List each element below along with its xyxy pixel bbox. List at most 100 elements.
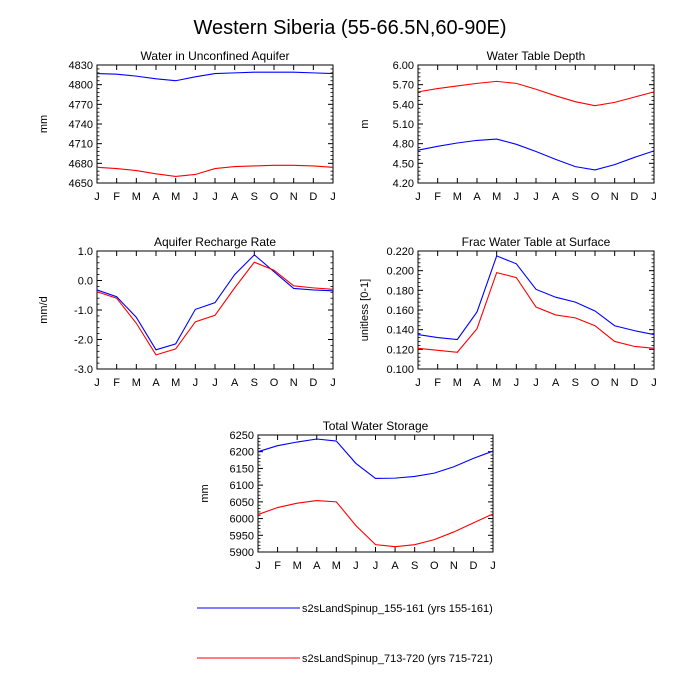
- x-tick-label: D: [630, 377, 638, 389]
- x-tick-label: N: [450, 560, 458, 572]
- x-tick-label: N: [611, 377, 619, 389]
- x-tick-label: F: [113, 191, 120, 203]
- x-tick-label: O: [430, 560, 439, 572]
- panel-title: Water Table Depth: [487, 49, 586, 63]
- panel-frac-water-table-surface: Frac Water Table at Surface 0.100 0.120 0.1…: [359, 235, 657, 389]
- series-line-blue: [417, 255, 655, 341]
- x-tick-label: M: [132, 191, 141, 203]
- x-tick-label: J: [651, 377, 657, 389]
- x-tick-label: S: [572, 191, 579, 203]
- x-tick-label: A: [391, 560, 399, 572]
- x-tick-label: M: [171, 191, 180, 203]
- y-tick-label: -1.0: [74, 305, 93, 317]
- x-tick-label: A: [231, 377, 239, 389]
- x-tick-label: M: [171, 377, 180, 389]
- y-tick-label: 0.220: [386, 246, 414, 258]
- x-tick-label: M: [453, 191, 462, 203]
- x-tick-label: D: [469, 560, 477, 572]
- x-tick-label: O: [591, 191, 600, 203]
- x-tick-label: M: [293, 560, 302, 572]
- x-tick-label: A: [552, 191, 560, 203]
- y-tick-label: 0.120: [386, 344, 414, 356]
- x-tick-label: M: [332, 560, 341, 572]
- y-tick-label: 0.180: [386, 285, 414, 297]
- y-tick-label: 4800: [69, 80, 93, 92]
- plot-frame: [417, 64, 655, 184]
- x-tick-label: S: [251, 377, 258, 389]
- series-line-blue: [257, 438, 494, 480]
- x-tick-label: J: [193, 191, 199, 203]
- x-tick-label: J: [330, 191, 336, 203]
- x-tick-label: F: [113, 377, 120, 389]
- y-tick-label: -3.0: [74, 364, 93, 376]
- y-axis-label: mm: [38, 115, 50, 133]
- legend-label-blue: s2sLandSpinup_155-161 (yrs 155-161): [302, 603, 493, 615]
- y-axis-label: m: [359, 119, 371, 128]
- y-tick-label: 0.140: [386, 325, 414, 337]
- panel-title: Aquifer Recharge Rate: [154, 235, 276, 249]
- x-tick-label: J: [514, 191, 520, 203]
- x-tick-label: J: [651, 191, 657, 203]
- x-tick-label: D: [309, 191, 317, 203]
- x-tick-label: N: [290, 191, 298, 203]
- y-tick-label: 5900: [230, 547, 254, 559]
- x-tick-label: S: [411, 560, 418, 572]
- x-tick-label: D: [309, 377, 317, 389]
- x-tick-label: J: [94, 377, 100, 389]
- y-tick-label: 6.00: [393, 60, 414, 72]
- plot-frame: [96, 250, 334, 370]
- x-tick-label: J: [193, 377, 199, 389]
- x-tick-label: O: [270, 191, 279, 203]
- x-tick-label: M: [492, 191, 501, 203]
- x-tick-label: J: [533, 191, 539, 203]
- panel-aquifer-recharge-rate: Aquifer Recharge Rate -3.0 -2.0 -1.0 0.0 1.0 J…: [38, 235, 336, 389]
- figure-title: Western Siberia (55-66.5N,60-90E): [193, 17, 506, 39]
- legend: s2sLandSpinup_155-161 (yrs 155-161) s2sL…: [197, 603, 493, 665]
- series-line-red: [417, 80, 655, 107]
- y-tick-label: 5.10: [393, 119, 414, 131]
- y-tick-label: 6050: [230, 497, 254, 509]
- x-tick-label: O: [591, 377, 600, 389]
- x-tick-label: M: [453, 377, 462, 389]
- y-tick-label: 0.200: [386, 266, 414, 278]
- x-tick-label: J: [490, 560, 496, 572]
- x-tick-label: M: [132, 377, 141, 389]
- plot-frame: [257, 434, 494, 553]
- y-tick-label: 0.100: [386, 364, 414, 376]
- y-axis-label: mm: [199, 484, 211, 502]
- y-axis-label: mm/d: [38, 296, 50, 324]
- series-line-red: [96, 261, 334, 356]
- x-tick-label: A: [552, 377, 560, 389]
- x-tick-label: M: [492, 377, 501, 389]
- y-tick-label: 4770: [69, 99, 93, 111]
- x-tick-label: J: [373, 560, 379, 572]
- panel-total-water-storage: Total Water Storage 5900 5950 6000 6050 6100 6…: [199, 419, 496, 572]
- series-line-red: [257, 499, 494, 548]
- x-tick-label: F: [434, 377, 441, 389]
- x-tick-label: J: [212, 191, 218, 203]
- x-tick-label: J: [514, 377, 520, 389]
- x-tick-label: J: [94, 191, 100, 203]
- y-tick-label: 0.0: [78, 276, 93, 288]
- y-tick-label: 1.0: [78, 246, 93, 258]
- x-tick-label: N: [611, 191, 619, 203]
- panel-title: Frac Water Table at Surface: [462, 235, 611, 249]
- y-tick-label: 4740: [69, 119, 93, 131]
- x-tick-label: J: [533, 377, 539, 389]
- x-tick-label: A: [152, 377, 160, 389]
- x-tick-label: A: [473, 191, 481, 203]
- x-tick-label: S: [251, 191, 258, 203]
- x-tick-label: J: [330, 377, 336, 389]
- plot-frame: [417, 250, 655, 370]
- panel-water-table-depth: Water Table Depth 4.20 4.50 4.80 5.10 5.40 5.7…: [359, 49, 657, 203]
- x-tick-label: N: [290, 377, 298, 389]
- panel-title: Water in Unconfined Aquifer: [141, 49, 290, 63]
- x-tick-label: J: [415, 191, 421, 203]
- y-tick-label: 4.20: [393, 178, 414, 190]
- y-axis-label: unitless [0-1]: [359, 279, 371, 341]
- x-tick-label: A: [152, 191, 160, 203]
- series-line-blue: [417, 138, 655, 171]
- x-tick-label: O: [270, 377, 279, 389]
- x-tick-label: A: [231, 191, 239, 203]
